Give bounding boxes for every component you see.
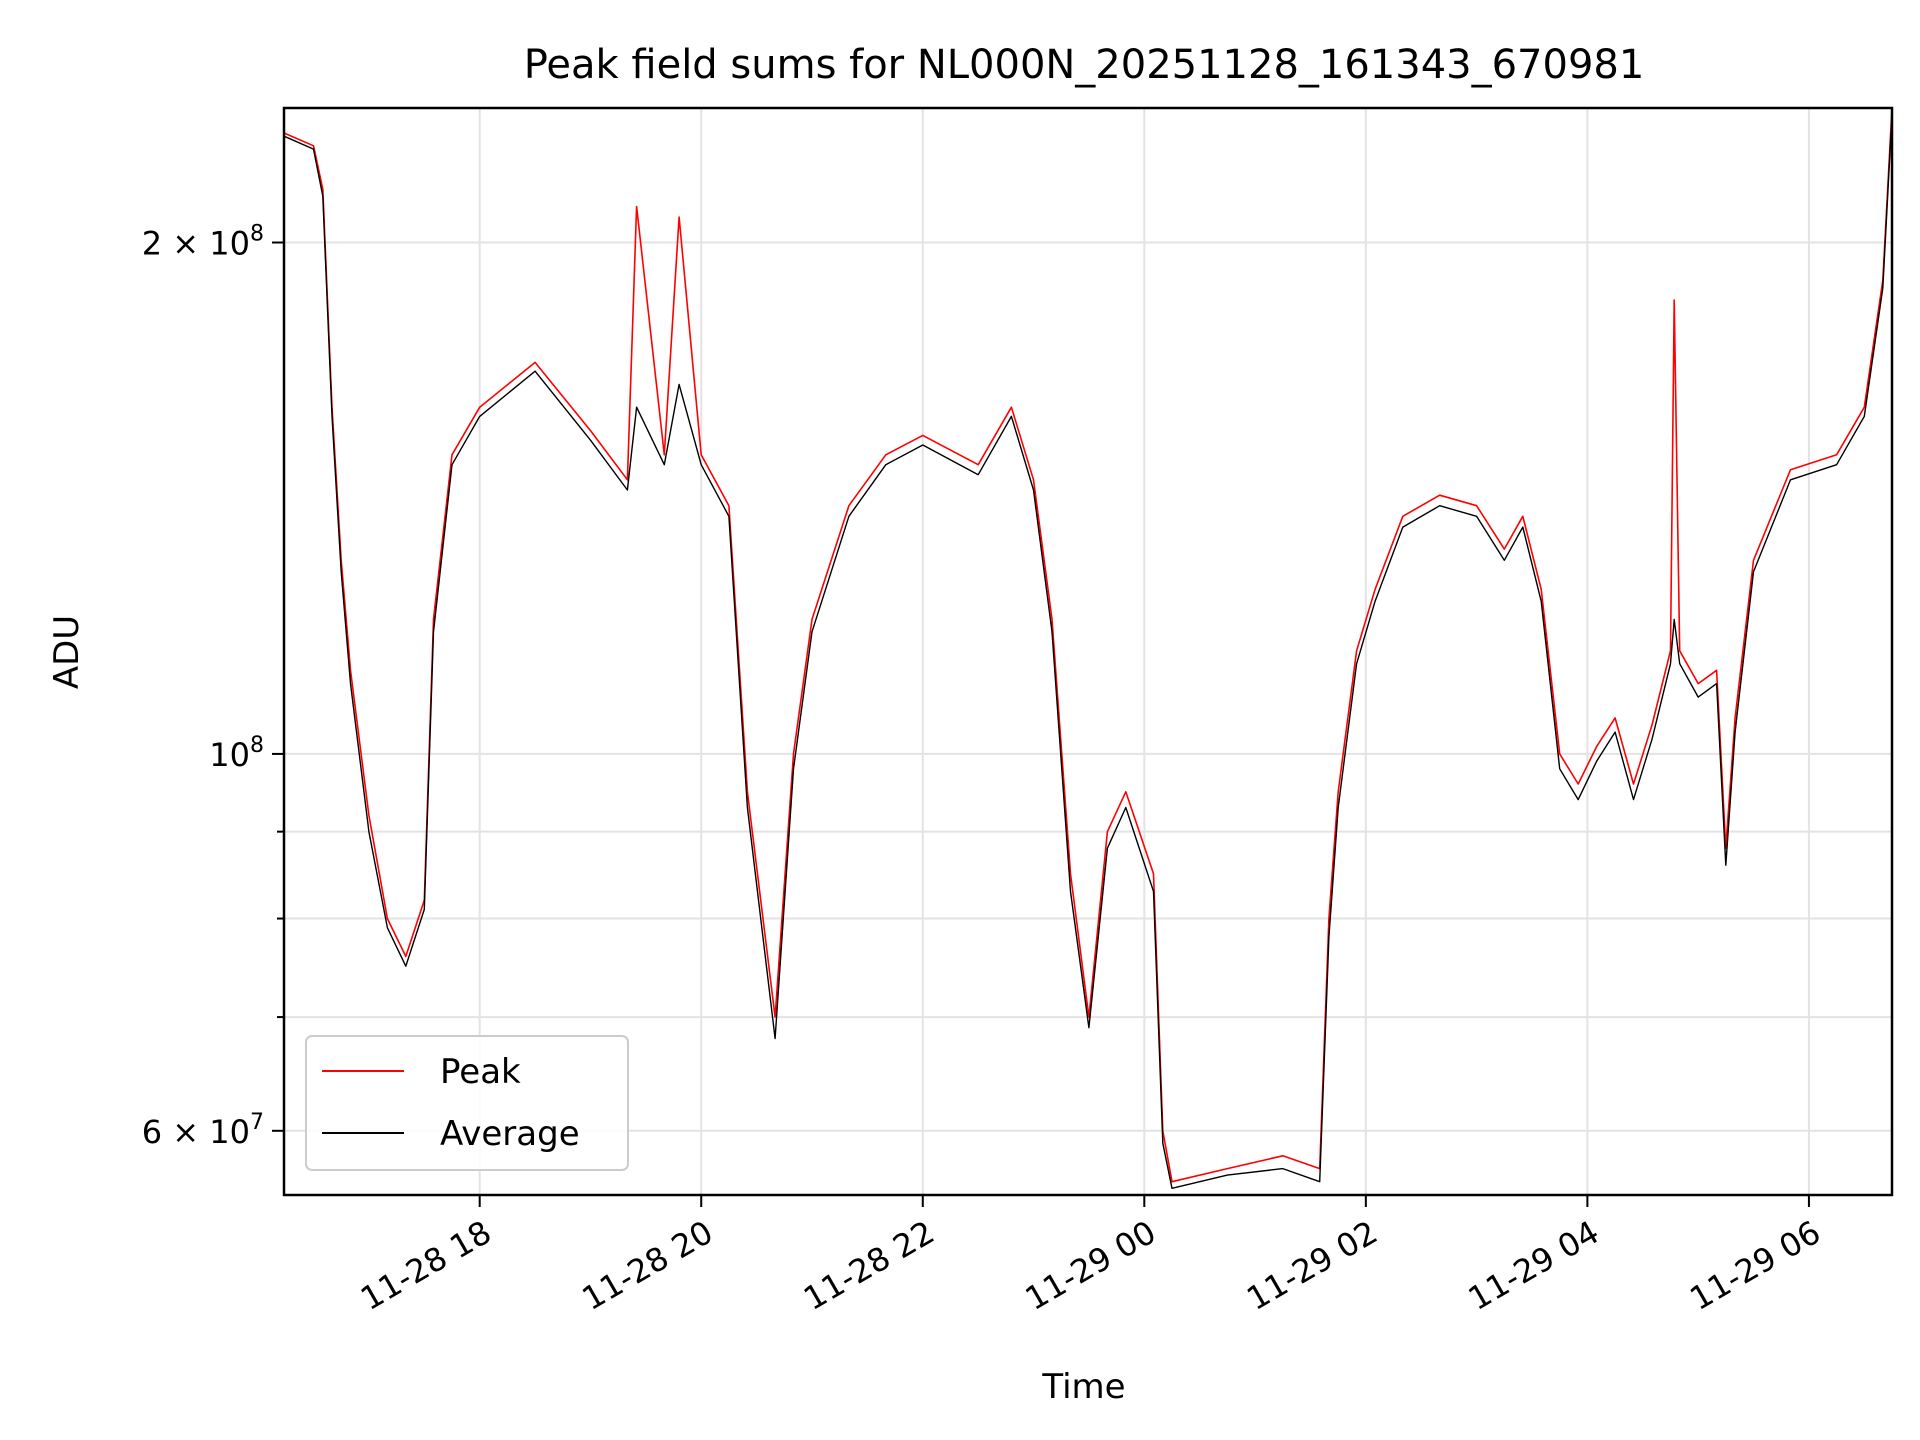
x-axis-label: Time (1041, 1367, 1125, 1407)
y-tick-label: 108 (209, 733, 264, 774)
legend-label-average: Average (440, 1114, 580, 1154)
legend: Peak Average (305, 1035, 629, 1171)
legend-box (305, 1035, 629, 1171)
legend-label-peak: Peak (440, 1052, 521, 1092)
y-tick-label-exponent: 8 (250, 733, 264, 758)
grid (284, 108, 1892, 1195)
y-tick-label-mantissa: 10 (209, 736, 250, 774)
y-tick-label: 2 × 108 (142, 222, 264, 263)
y-tick-label-mantissa: 6 × 10 (142, 1113, 250, 1151)
plot-area (284, 108, 1892, 1189)
y-tick-label-mantissa: 2 × 10 (142, 225, 250, 263)
y-tick-label-exponent: 7 (250, 1110, 264, 1135)
plot-frame (282, 106, 1894, 1197)
series-line-average (284, 114, 1892, 1189)
series-line-peak (284, 108, 1892, 1183)
y-axis-label: ADU (47, 615, 87, 689)
chart-title: Peak field sums for NL000N_20251128_1613… (524, 42, 1645, 88)
y-tick-label-exponent: 8 (250, 222, 264, 247)
y-tick-label: 6 × 107 (142, 1110, 264, 1151)
